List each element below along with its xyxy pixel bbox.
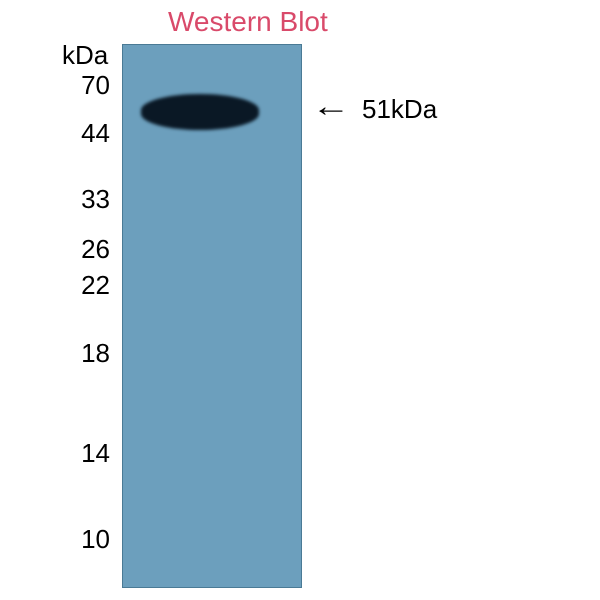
mw-marker-22: 22 [81, 270, 110, 301]
band-arrow: ← [312, 90, 351, 124]
western-blot-figure: Western Blot kDa ← 51kDa 70 44 33 26 22 18 14 1… [0, 0, 600, 600]
mw-marker-10: 10 [81, 524, 110, 555]
mw-marker-26: 26 [81, 234, 110, 265]
protein-band [141, 94, 259, 130]
unit-label-kda: kDa [62, 40, 108, 71]
mw-marker-44: 44 [81, 118, 110, 149]
mw-marker-14: 14 [81, 438, 110, 469]
mw-marker-33: 33 [81, 184, 110, 215]
mw-marker-18: 18 [81, 338, 110, 369]
band-size-label: 51kDa [362, 94, 437, 125]
figure-title: Western Blot [168, 6, 328, 38]
mw-marker-70: 70 [81, 70, 110, 101]
